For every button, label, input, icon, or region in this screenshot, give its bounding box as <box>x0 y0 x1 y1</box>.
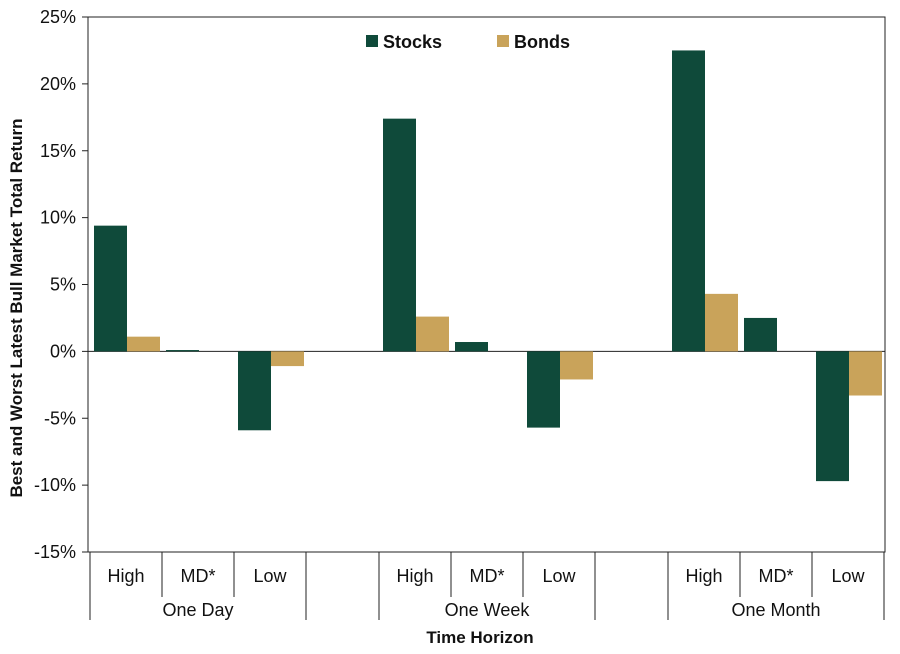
bars <box>94 50 882 482</box>
x-tick-label: MD* <box>181 566 216 586</box>
bar-bonds <box>271 351 304 367</box>
bar-stocks <box>94 225 127 352</box>
y-axis: 25% 20% 15% 10% 5% 0% -5% -10% -15% <box>34 7 88 562</box>
y-tick-label: -5% <box>44 408 76 428</box>
x-axis: High MD* Low High MD* Low High MD* Low One Day One… <box>89 552 885 620</box>
bar-bonds <box>127 336 160 352</box>
bar-stocks <box>527 351 560 428</box>
legend-swatch-bonds <box>497 35 509 47</box>
bar-stocks <box>744 317 777 352</box>
x-tick-label: High <box>396 566 433 586</box>
bar-bonds <box>560 351 593 380</box>
y-axis-title: Best and Worst Latest Bull Market Total … <box>7 118 26 497</box>
x-tick-label: Low <box>831 566 865 586</box>
legend: Stocks Bonds <box>366 32 570 52</box>
y-tick-label: 25% <box>40 7 76 27</box>
bar-stocks <box>166 350 199 352</box>
bar-stocks <box>455 342 488 352</box>
bar-stocks <box>672 50 705 352</box>
x-tick-label: MD* <box>759 566 794 586</box>
x-group-label: One Day <box>162 600 233 620</box>
y-tick-label: 10% <box>40 208 76 228</box>
y-tick-label: 20% <box>40 74 76 94</box>
x-tick-label: Low <box>542 566 576 586</box>
bar-stocks <box>816 351 849 482</box>
y-tick-label: -15% <box>34 542 76 562</box>
y-tick-label: -10% <box>34 475 76 495</box>
bar-stocks <box>383 118 416 352</box>
x-tick-label: High <box>107 566 144 586</box>
legend-label-stocks: Stocks <box>383 32 442 52</box>
plot-area <box>87 16 886 553</box>
x-tick-label: High <box>685 566 722 586</box>
bar-bonds <box>416 316 449 352</box>
y-tick-label: 5% <box>50 275 76 295</box>
x-axis-title: Time Horizon <box>426 628 533 647</box>
bar-bonds <box>849 351 882 396</box>
legend-label-bonds: Bonds <box>514 32 570 52</box>
x-group-label: One Week <box>445 600 531 620</box>
legend-swatch-stocks <box>366 35 378 47</box>
y-tick-label: 15% <box>40 141 76 161</box>
x-tick-label: MD* <box>470 566 505 586</box>
bar-stocks <box>238 351 271 431</box>
x-group-label: One Month <box>731 600 820 620</box>
y-tick-label: 0% <box>50 341 76 361</box>
x-tick-label: Low <box>253 566 287 586</box>
bar-bonds <box>705 293 738 352</box>
plot-border <box>87 16 886 553</box>
